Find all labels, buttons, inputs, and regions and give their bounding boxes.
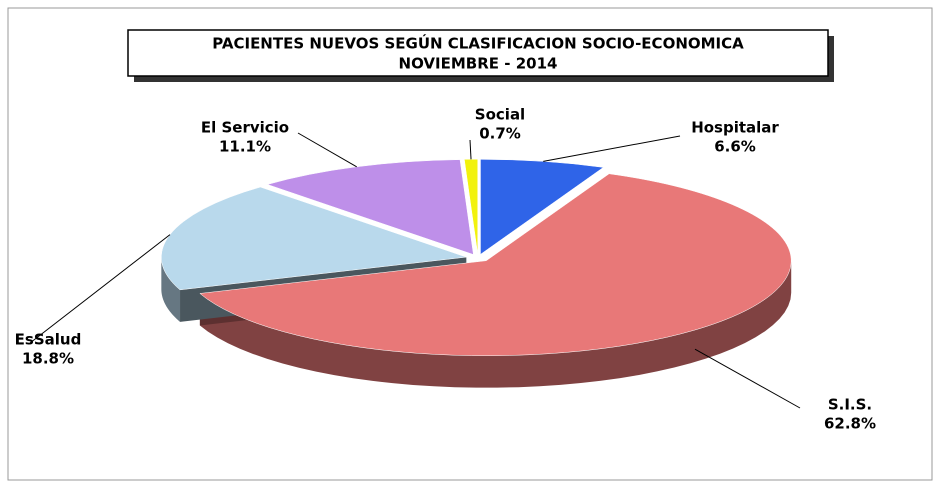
value-label: 18.8% xyxy=(22,350,74,368)
leader-line xyxy=(29,234,171,344)
slice-side xyxy=(199,260,792,388)
leader-line xyxy=(694,348,801,409)
category-label: S.I.S. xyxy=(828,396,872,414)
title-box xyxy=(127,29,829,77)
chart-frame xyxy=(7,7,933,481)
slice xyxy=(199,173,792,356)
category-label: Hospitalar xyxy=(691,119,779,137)
category-label: El Servicio xyxy=(201,119,289,137)
slice xyxy=(161,186,467,291)
leader-line xyxy=(297,132,357,168)
leader-line xyxy=(543,135,681,162)
slice-side xyxy=(161,257,181,322)
slice xyxy=(480,159,605,255)
category-label: EsSalud xyxy=(15,331,82,349)
chart-subtitle: NOVIEMBRE - 2014 xyxy=(399,55,558,73)
value-label: 6.6% xyxy=(714,138,756,156)
chart-title: PACIENTES NUEVOS SEGÚN CLASIFICACION SOC… xyxy=(212,34,744,53)
category-label: Social xyxy=(475,106,525,124)
value-label: 0.7% xyxy=(479,125,521,143)
leader-line xyxy=(469,139,472,160)
slice xyxy=(266,159,474,255)
value-label: 11.1% xyxy=(219,138,271,156)
value-label: 62.8% xyxy=(824,415,876,433)
